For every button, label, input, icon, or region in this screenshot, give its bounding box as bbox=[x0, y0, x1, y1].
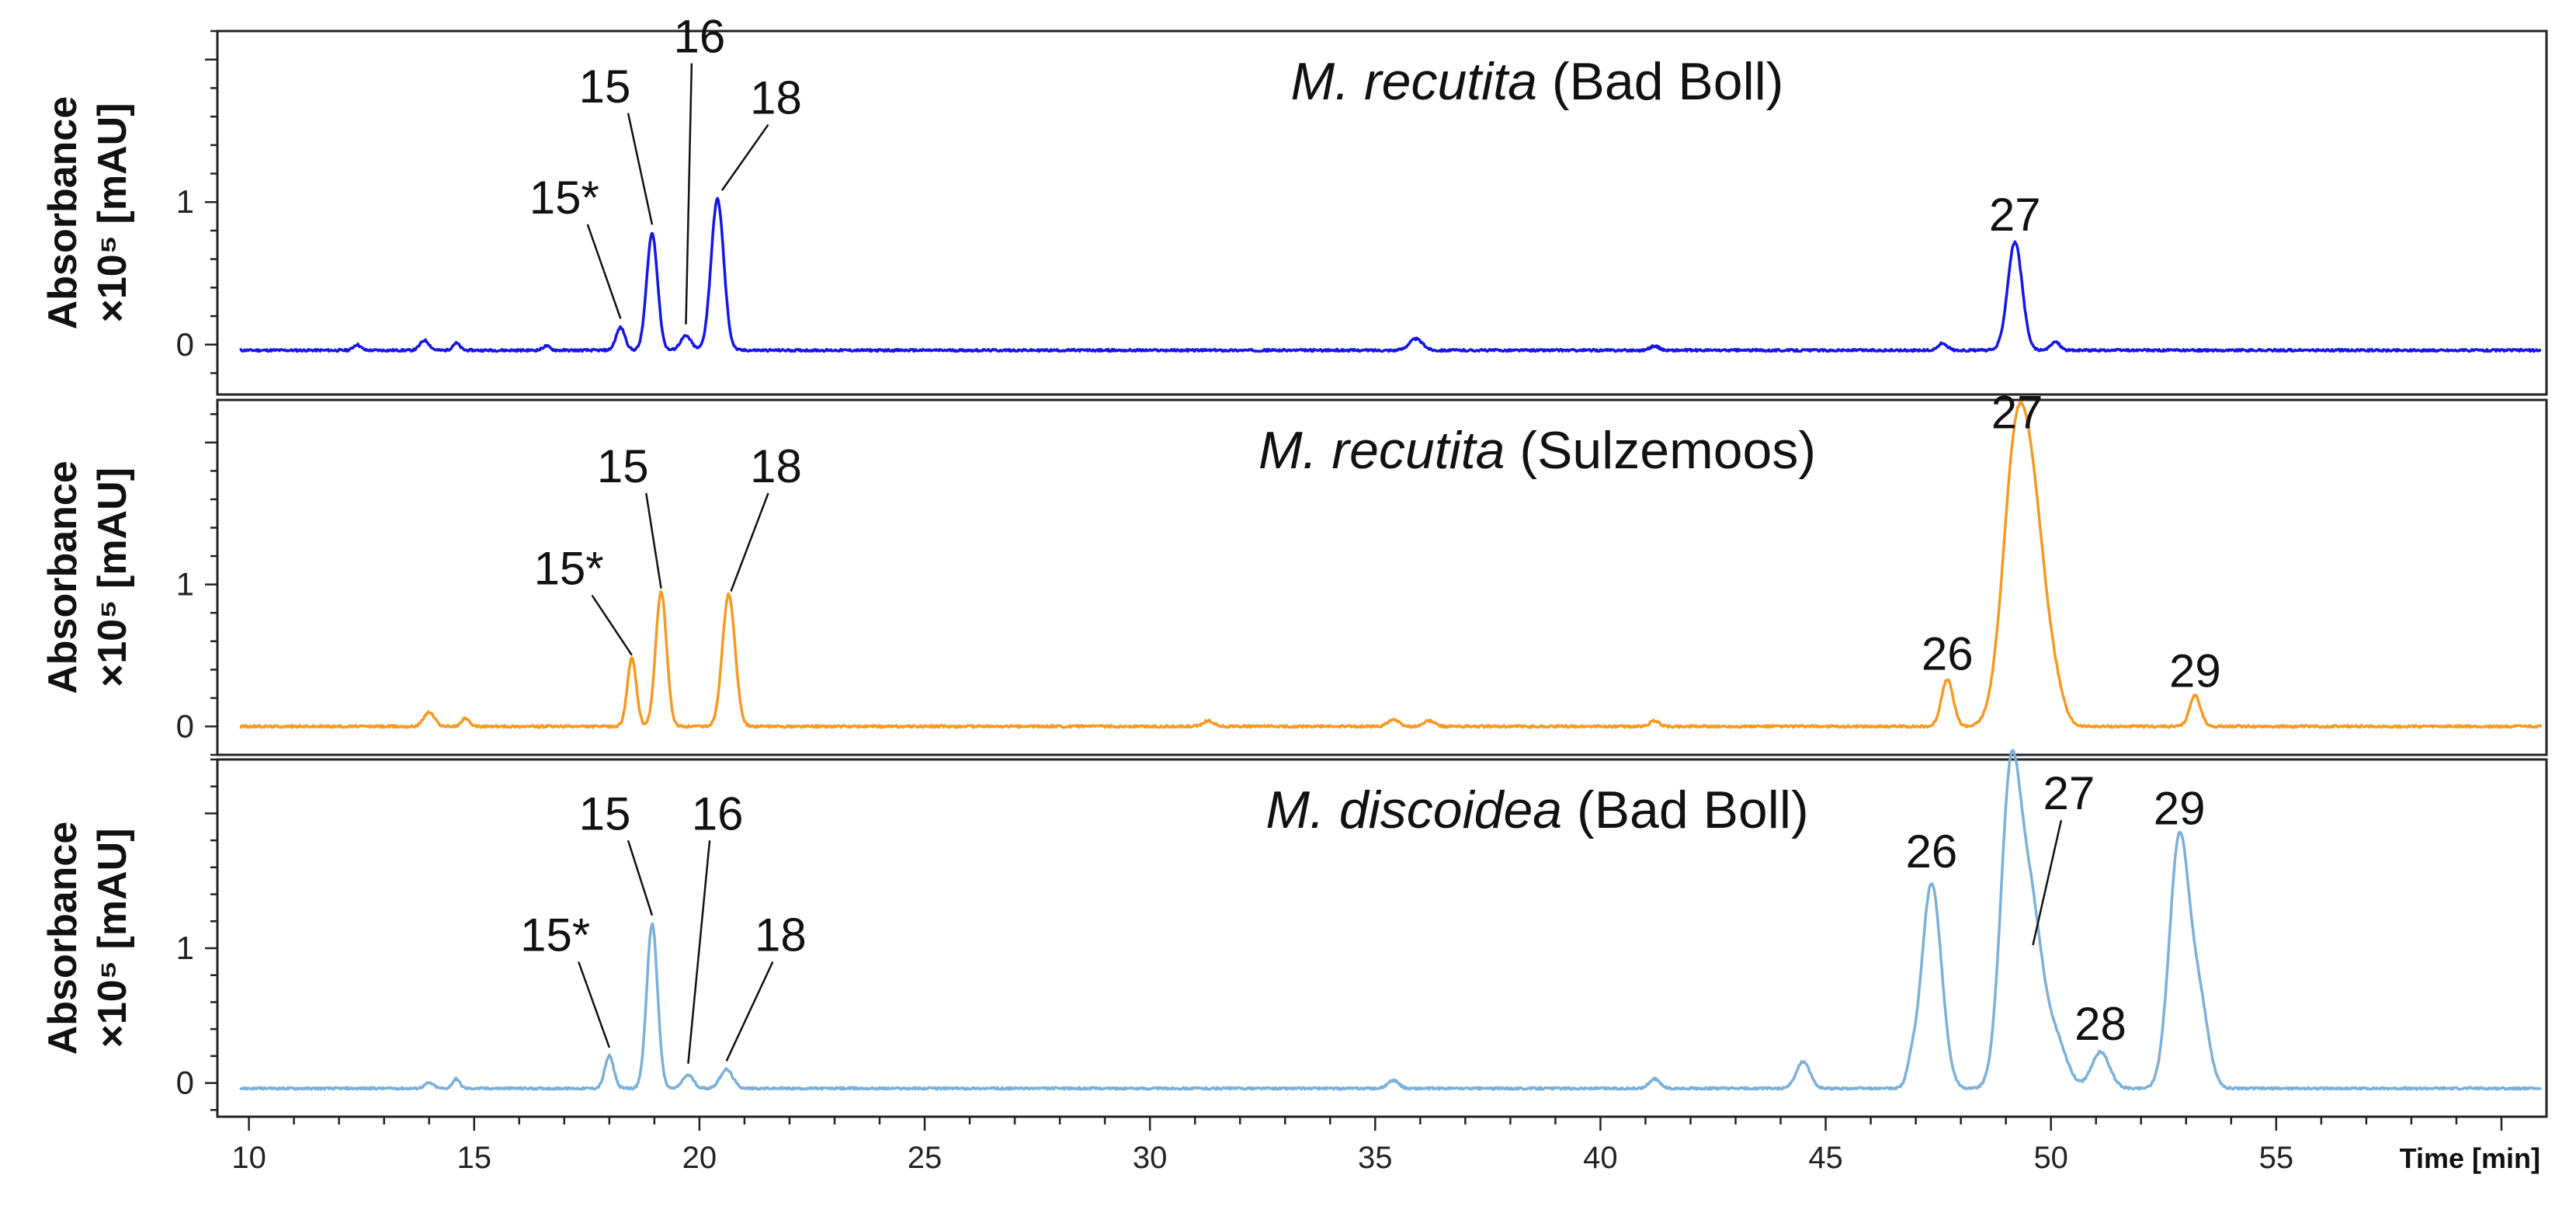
peak-leader-line bbox=[591, 594, 633, 656]
peak-label: 16 bbox=[692, 787, 744, 839]
panel-title-site: (Sulzemoos) bbox=[1519, 421, 1816, 480]
panel-title-spacer bbox=[1562, 780, 1577, 839]
y-tick-label: 1 bbox=[176, 566, 194, 603]
peak-leader-line bbox=[685, 63, 693, 325]
y-axis-title-line2: ×10⁵ [mAU] bbox=[90, 467, 135, 687]
panel-frame bbox=[216, 398, 2548, 756]
panel-bad-boll-recutita: 0 1 Absorbance ×10⁵ [mAU] M. recutita (Bad B… bbox=[40, 11, 2548, 396]
chromatogram-trace bbox=[239, 401, 2543, 729]
panel-title-spacer bbox=[1537, 52, 1552, 111]
y-axis-title-line1: Absorbance bbox=[40, 822, 85, 1055]
panel-sulzemoos-recutita: 0 1 Absorbance ×10⁵ [mAU] M. recutita (Sulze… bbox=[40, 387, 2548, 756]
peak-leader-line bbox=[645, 492, 662, 589]
x-tick-label: 25 bbox=[908, 1141, 943, 1175]
x-axis-title: Time [min] bbox=[2400, 1142, 2540, 1174]
y-tick-label: 0 bbox=[176, 707, 194, 744]
x-tick-label: 45 bbox=[1808, 1141, 1843, 1175]
peak-label: 28 bbox=[2074, 998, 2126, 1050]
peak-label: 27 bbox=[1991, 387, 2043, 439]
y-tick-label: 0 bbox=[176, 1065, 194, 1101]
panel-title: M. discoidea (Bad Boll) bbox=[1265, 780, 1808, 839]
peak-label: 18 bbox=[750, 71, 802, 123]
peak-label: 27 bbox=[2043, 767, 2095, 819]
y-axis-title-line1: Absorbance bbox=[40, 461, 85, 694]
peak-leader-line bbox=[2032, 819, 2063, 946]
panel-frame bbox=[216, 30, 2548, 396]
panel-title-species: M. discoidea bbox=[1265, 780, 1562, 839]
x-tick-label: 40 bbox=[1583, 1141, 1618, 1175]
y-tick-label: 0 bbox=[176, 326, 194, 363]
panel-frame bbox=[216, 758, 2548, 1118]
x-tick-label: 10 bbox=[231, 1141, 266, 1175]
peak-label: 18 bbox=[755, 909, 807, 961]
peak-leader-line bbox=[687, 840, 711, 1064]
panel-title-species: M. recutita bbox=[1291, 52, 1537, 111]
panel-title: M. recutita (Sulzemoos) bbox=[1258, 421, 1816, 480]
peak-label: 15 bbox=[579, 787, 631, 839]
y-tick-label: 1 bbox=[176, 183, 194, 220]
peak-leader-line bbox=[578, 961, 611, 1048]
x-tick-label: 20 bbox=[682, 1141, 717, 1175]
peak-label: 15* bbox=[520, 909, 590, 961]
peak-label: 15 bbox=[597, 440, 649, 492]
y-axis-title-line2: ×10⁵ [mAU] bbox=[90, 828, 135, 1048]
x-tick-label: 50 bbox=[2033, 1141, 2068, 1175]
peak-leader-line bbox=[720, 123, 769, 191]
panel-title-species: M. recutita bbox=[1258, 421, 1505, 480]
peak-leader-line bbox=[586, 224, 622, 319]
peak-label: 18 bbox=[750, 440, 802, 492]
peak-label: 15* bbox=[534, 543, 604, 595]
peak-leader-line bbox=[627, 113, 654, 225]
peak-leader-line bbox=[730, 492, 769, 592]
peak-label: 16 bbox=[674, 11, 726, 63]
peak-leader-line bbox=[725, 961, 774, 1062]
x-tick-label: 55 bbox=[2259, 1141, 2294, 1175]
chromatogram-trace bbox=[239, 749, 2543, 1091]
chromatogram-trace bbox=[239, 196, 2542, 353]
y-axis-title-line2: ×10⁵ [mAU] bbox=[90, 103, 135, 322]
peak-label: 15 bbox=[579, 61, 631, 113]
peak-label: 29 bbox=[2154, 782, 2206, 834]
peak-label: 26 bbox=[1922, 627, 1974, 679]
peak-leader-line bbox=[627, 839, 654, 916]
panel-title-site: (Bad Boll) bbox=[1577, 780, 1809, 839]
panel-title-site: (Bad Boll) bbox=[1552, 52, 1784, 111]
x-tick-label: 15 bbox=[457, 1141, 492, 1175]
panel-title: M. recutita (Bad Boll) bbox=[1291, 52, 1784, 111]
y-tick-label: 1 bbox=[176, 930, 194, 966]
peak-label: 27 bbox=[1989, 189, 2041, 241]
x-tick-label: 30 bbox=[1133, 1141, 1168, 1175]
panel-title-spacer bbox=[1505, 421, 1519, 480]
panel-bad-boll-discoidea: 0 1 Absorbance ×10⁵ [mAU] M. discoidea (Bad … bbox=[40, 749, 2548, 1118]
peak-label: 15* bbox=[529, 172, 599, 224]
peak-label: 26 bbox=[1906, 825, 1958, 878]
x-tick-label: 35 bbox=[1358, 1141, 1393, 1175]
y-axis-title-line1: Absorbance bbox=[40, 96, 85, 330]
peak-label: 29 bbox=[2169, 645, 2221, 697]
